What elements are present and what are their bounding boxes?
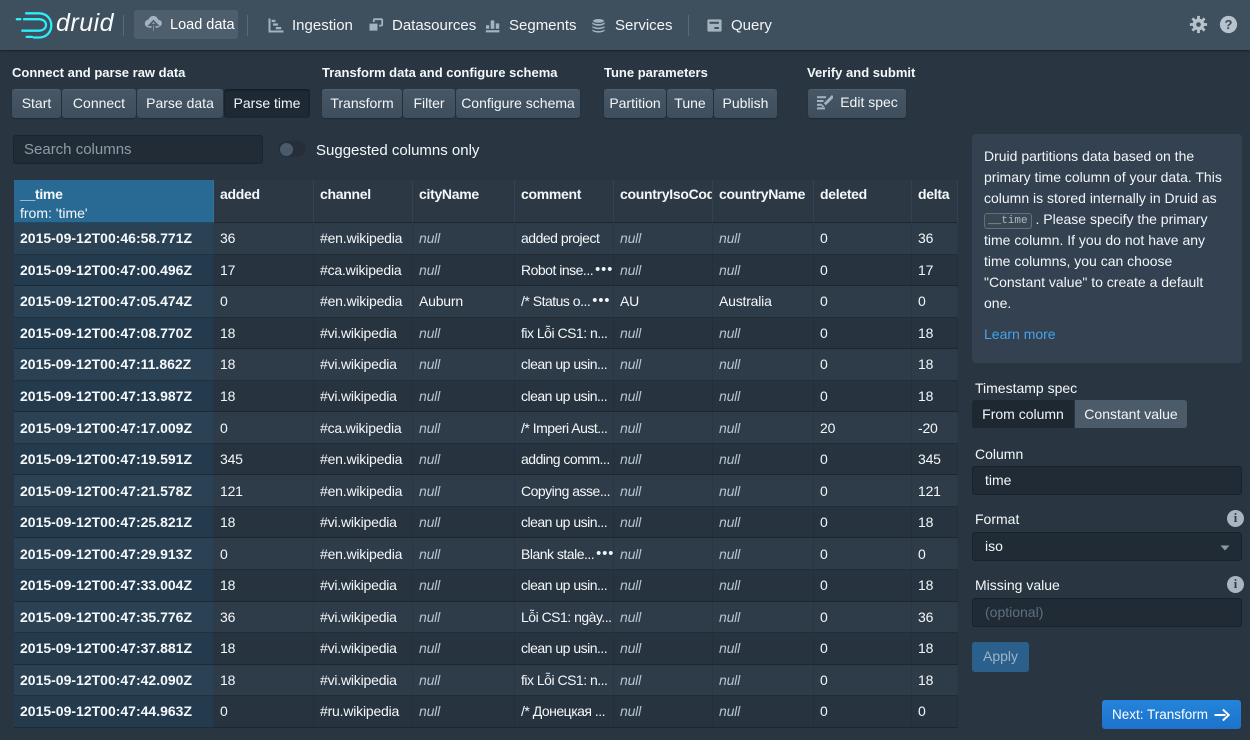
svg-text:?: ? [1225, 17, 1233, 32]
